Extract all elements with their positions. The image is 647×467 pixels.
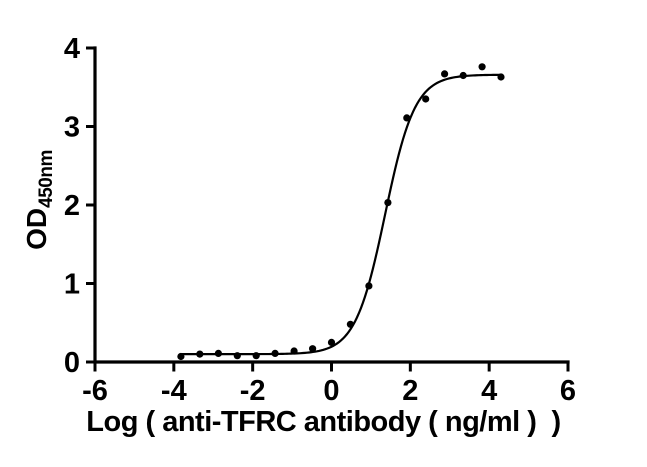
x-tick-label: -6	[82, 375, 108, 407]
data-point	[196, 350, 204, 358]
data-point	[177, 352, 185, 361]
data-point	[365, 282, 373, 290]
x-tick-label: 2	[402, 375, 418, 407]
data-point	[233, 352, 241, 360]
data-point	[327, 338, 336, 346]
data-point	[214, 349, 222, 357]
data-point	[346, 320, 354, 328]
y-axis-label-main: OD	[21, 207, 52, 250]
data-point	[252, 352, 260, 360]
data-point	[497, 73, 505, 81]
x-axis-label: Log ( anti-TFRC antibody ( ng/ml ) )	[86, 406, 561, 438]
y-axis-label-subscript: 450nm	[36, 150, 57, 208]
x-tick-label: -2	[240, 375, 266, 407]
axis-spines	[93, 46, 570, 364]
y-axis-label: OD450nm	[19, 90, 57, 310]
data-point	[290, 347, 298, 355]
x-tick-label: 6	[560, 375, 576, 407]
data-point	[271, 349, 279, 357]
x-tick-label: -4	[161, 375, 187, 407]
y-tick-label: 2	[64, 190, 80, 222]
y-tick-label: 0	[64, 347, 80, 379]
data-point	[384, 199, 392, 207]
y-tick-label: 1	[64, 269, 80, 301]
data-point	[478, 63, 486, 71]
x-tick-label: 0	[323, 375, 339, 407]
y-tick-label: 4	[64, 33, 80, 65]
data-point	[459, 71, 467, 80]
y-tick-label: 3	[64, 112, 80, 144]
data-point	[441, 70, 449, 78]
data-point	[403, 114, 411, 122]
data-point	[309, 345, 317, 353]
data-point	[422, 95, 430, 103]
x-tick-label: 4	[481, 375, 497, 407]
fit-curve	[180, 73, 501, 356]
